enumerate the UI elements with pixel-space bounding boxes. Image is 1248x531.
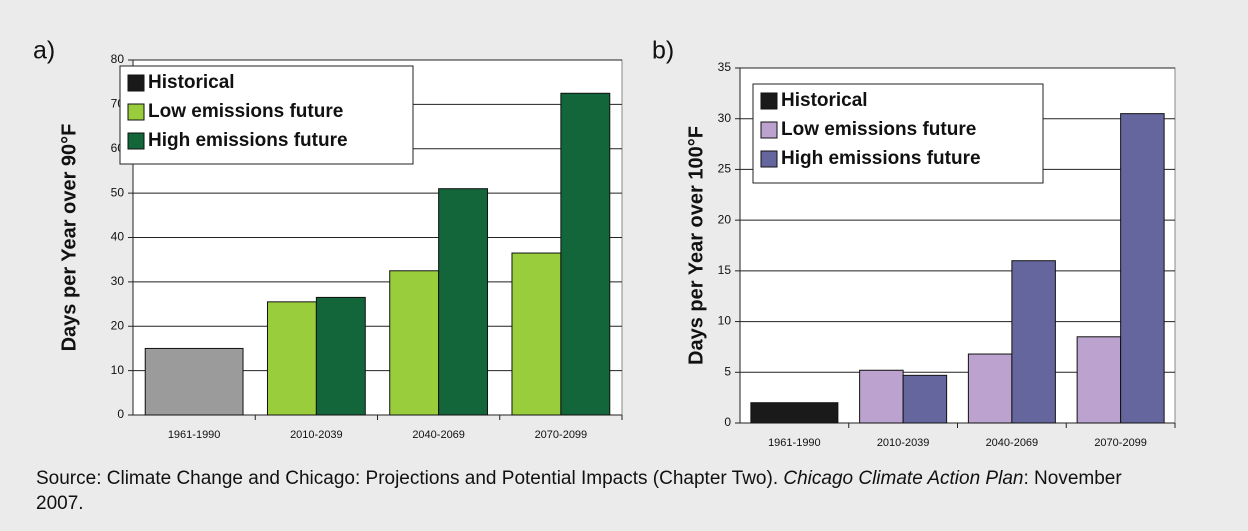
y-axis-title: Days per Year over 90°F	[58, 124, 80, 352]
x-tick-label: 2010-2039	[877, 437, 930, 449]
x-tick-label: 2040-2069	[412, 429, 465, 441]
legend-swatch	[760, 121, 778, 139]
legend-label: Historical	[148, 72, 235, 93]
y-tick-label: 10	[111, 363, 125, 377]
y-tick-label: 0	[117, 407, 124, 421]
y-tick-label: 50	[111, 185, 125, 199]
bar	[967, 353, 1013, 424]
legend-swatch	[760, 92, 778, 110]
y-tick-label: 30	[111, 274, 125, 288]
y-tick-label: 20	[111, 318, 125, 332]
y-tick-label: 35	[718, 60, 732, 74]
bar	[859, 369, 904, 424]
bar	[560, 92, 611, 416]
bar	[1120, 113, 1165, 424]
y-tick-label: 80	[111, 52, 125, 66]
bar	[902, 374, 948, 424]
panel-label: b)	[652, 37, 674, 65]
legend-swatch	[127, 103, 145, 121]
y-tick-label: 10	[718, 314, 732, 328]
legend-box	[119, 65, 414, 165]
bar	[750, 402, 839, 424]
x-tick-label: 1961-1990	[168, 429, 221, 441]
y-tick-label: 0	[724, 415, 731, 429]
legend-label: Low emissions future	[148, 101, 343, 122]
legend-swatch	[127, 132, 145, 150]
y-tick-label: 30	[718, 111, 732, 125]
bar	[389, 270, 440, 416]
legend-swatch	[127, 74, 145, 92]
legend-label: High emissions future	[148, 130, 348, 151]
panel-label: a)	[33, 37, 55, 65]
y-tick-label: 5	[724, 364, 731, 378]
source-text: : November 2007.	[36, 468, 1127, 514]
bar	[315, 296, 366, 416]
bar	[1076, 336, 1122, 424]
source-title: Chicago Climate Action Plan	[783, 468, 1024, 489]
bar	[144, 347, 244, 416]
y-tick-label: 25	[718, 162, 732, 176]
x-tick-label: 2010-2039	[290, 429, 343, 441]
x-tick-label: 2070-2099	[1094, 437, 1147, 449]
y-tick-label: 20	[718, 212, 732, 226]
legend-label: Historical	[781, 90, 868, 111]
x-tick-label: 2070-2099	[535, 429, 588, 441]
bar	[438, 188, 489, 416]
legend-box	[752, 83, 1044, 184]
source: Source: Climate Change and Chicago: Proj…	[36, 466, 1156, 516]
x-tick-label: 2040-2069	[986, 437, 1039, 449]
source-text: Source: Climate Change and Chicago: Proj…	[36, 468, 784, 489]
bar	[1011, 260, 1056, 424]
y-tick-label: 15	[718, 263, 732, 277]
bar	[511, 252, 562, 416]
legend-label: High emissions future	[781, 148, 981, 169]
legend-swatch	[760, 150, 778, 168]
y-tick-label: 40	[111, 230, 125, 244]
x-tick-label: 1961-1990	[768, 437, 821, 449]
y-axis-title: Days per Year over 100°F	[685, 126, 707, 365]
legend-label: Low emissions future	[781, 119, 976, 140]
bar	[266, 301, 317, 416]
